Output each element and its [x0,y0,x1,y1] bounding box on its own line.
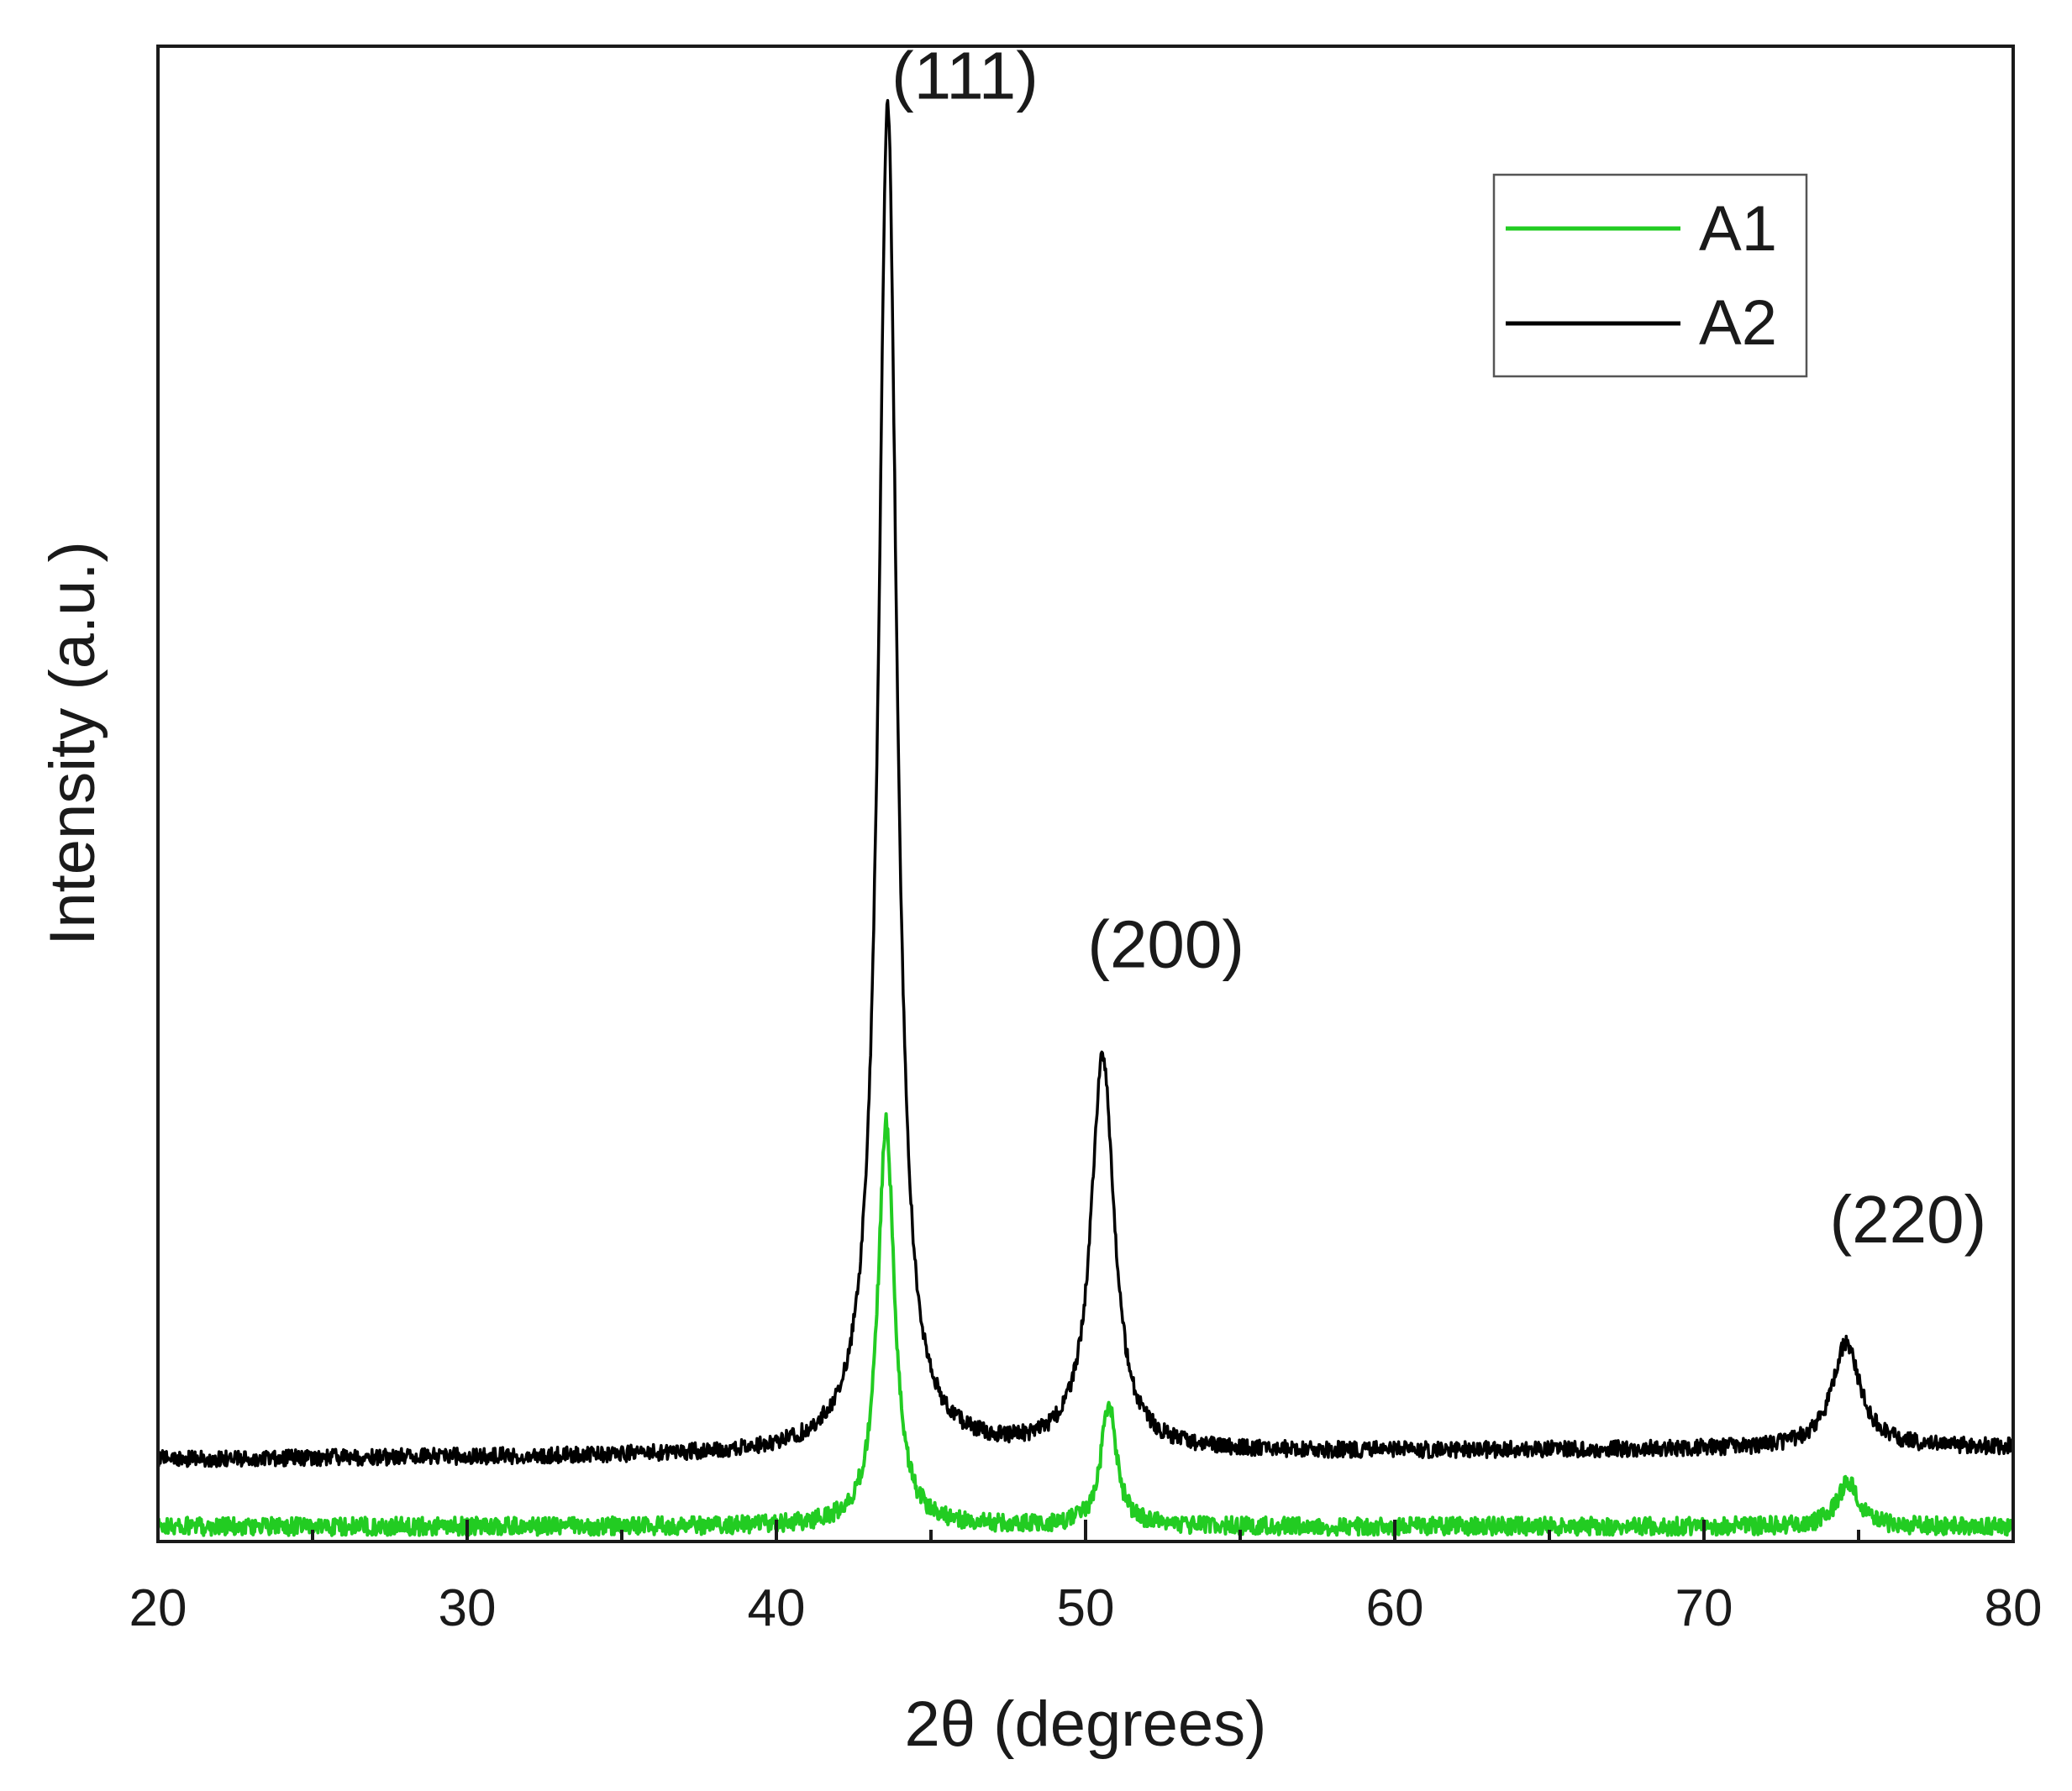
x-tick-label-30: 30 [439,1579,497,1637]
annotation-layer: (111) (200) (220) [891,38,1986,1257]
x-tick-label-80: 80 [1985,1579,2043,1637]
y-axis-title: Intensity (a.u.) [37,541,108,946]
peak-label-200: (200) [1087,906,1244,981]
x-axis-ticks: 20 30 40 50 60 70 80 [129,1520,2043,1637]
series-line-a2 [156,98,2015,1468]
x-tick-label-40: 40 [748,1579,806,1637]
x-tick-label-50: 50 [1057,1579,1115,1637]
x-axis-title: 2θ (degrees) [905,1689,1267,1760]
legend-label-a2: A2 [1699,287,1777,359]
legend-frame [1492,173,1808,378]
x-tick-label-70: 70 [1675,1579,1733,1637]
peak-label-220: (220) [1829,1182,1986,1257]
x-tick-label-60: 60 [1366,1579,1424,1637]
legend-label-a1: A1 [1699,193,1777,265]
x-tick-label-20: 20 [129,1579,187,1637]
legend: A1 A2 [1492,173,1808,378]
peak-label-111: (111) [891,38,1039,113]
